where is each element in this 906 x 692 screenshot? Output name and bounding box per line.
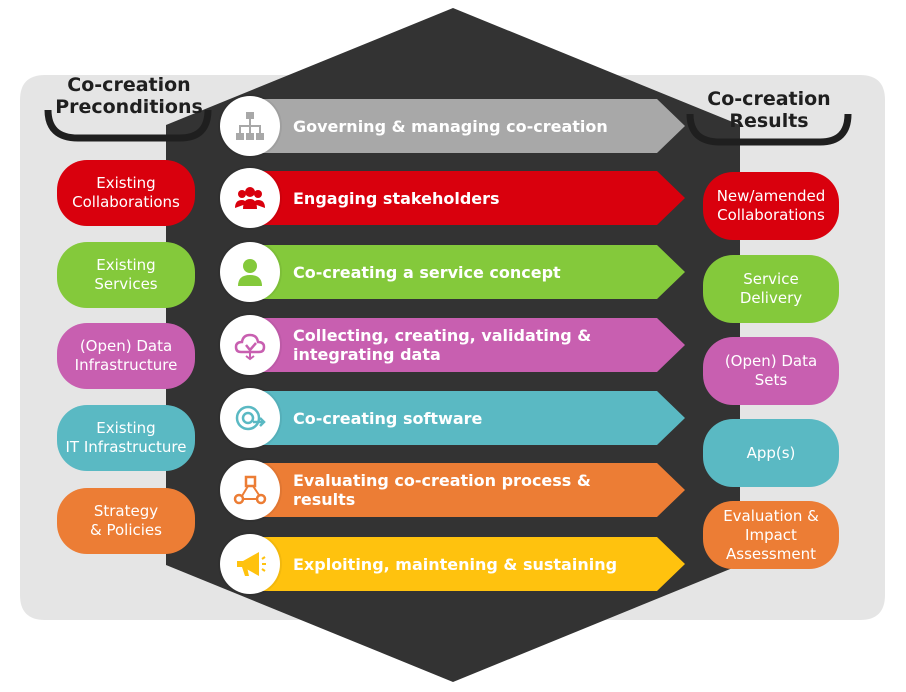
precondition-pill: Strategy & Policies — [57, 488, 195, 554]
step-label: Co-creating software — [293, 408, 483, 428]
step-arrow-shape — [237, 537, 685, 591]
result-label: New/amended Collaborations — [716, 187, 826, 224]
preconditions-heading: Co-creation Preconditions — [55, 74, 203, 118]
process-step: Engaging stakeholders — [237, 171, 685, 225]
result-pill: Evaluation & Impact Assessment — [703, 501, 839, 569]
process-step: Governing & managing co-creation — [237, 99, 685, 153]
step-label: Collecting, creating, validating & integ… — [293, 326, 592, 364]
result-label: App(s) — [746, 443, 796, 462]
step-arrow-shape — [237, 318, 685, 372]
left-heading-bracket — [44, 109, 212, 142]
precondition-label: (Open) Data Infrastructure — [74, 337, 178, 374]
step-icon-badge — [220, 242, 280, 302]
step-label: Exploiting, maintening & sustaining — [293, 554, 618, 574]
precondition-label: Existing IT Infrastructure — [65, 419, 187, 456]
process-flow-icon — [233, 475, 267, 505]
precondition-label: Existing Collaborations — [72, 174, 180, 211]
org-chart-icon — [236, 112, 264, 140]
step-arrow-shape — [237, 171, 685, 225]
software-cycle-icon — [235, 405, 266, 431]
step-arrow-shape — [237, 245, 685, 299]
step-arrow-shape — [237, 391, 685, 445]
step-icon-badge — [220, 388, 280, 448]
people-group-icon — [235, 187, 265, 209]
process-step: Collecting, creating, validating & integ… — [237, 318, 685, 372]
step-icon-badge — [220, 534, 280, 594]
person-icon — [238, 259, 262, 286]
right-heading-bracket — [686, 113, 852, 146]
precondition-label: Existing Services — [94, 256, 158, 293]
step-label: Co-creating a service concept — [293, 262, 561, 282]
step-label: Engaging stakeholders — [293, 188, 500, 208]
step-icon-badge — [220, 168, 280, 228]
result-label: Service Delivery — [739, 270, 803, 307]
result-label: (Open) Data Sets — [724, 352, 818, 389]
result-pill: (Open) Data Sets — [703, 337, 839, 405]
step-icon-badge — [220, 315, 280, 375]
result-pill: New/amended Collaborations — [703, 172, 839, 240]
step-icon-badge — [220, 96, 280, 156]
step-label: Evaluating co-creation process & results — [293, 471, 591, 509]
step-label: Governing & managing co-creation — [293, 116, 608, 136]
cloud-data-icon — [234, 333, 266, 361]
step-arrow-shape — [237, 463, 685, 517]
process-step: Co-creating a service concept — [237, 245, 685, 299]
megaphone-icon — [237, 552, 266, 576]
process-step: Exploiting, maintening & sustaining — [237, 537, 685, 591]
process-step: Co-creating software — [237, 391, 685, 445]
result-pill: Service Delivery — [703, 255, 839, 323]
result-label: Evaluation & Impact Assessment — [723, 506, 819, 563]
result-pill: App(s) — [703, 419, 839, 487]
precondition-label: Strategy & Policies — [90, 502, 162, 539]
precondition-pill: Existing IT Infrastructure — [57, 405, 195, 471]
precondition-pill: (Open) Data Infrastructure — [57, 323, 195, 389]
process-step: Evaluating co-creation process & results — [237, 463, 685, 517]
precondition-pill: Existing Collaborations — [57, 160, 195, 226]
step-icon-badge — [220, 460, 280, 520]
step-arrow-shape — [237, 99, 685, 153]
precondition-pill: Existing Services — [57, 242, 195, 308]
results-heading: Co-creation Results — [707, 88, 831, 132]
